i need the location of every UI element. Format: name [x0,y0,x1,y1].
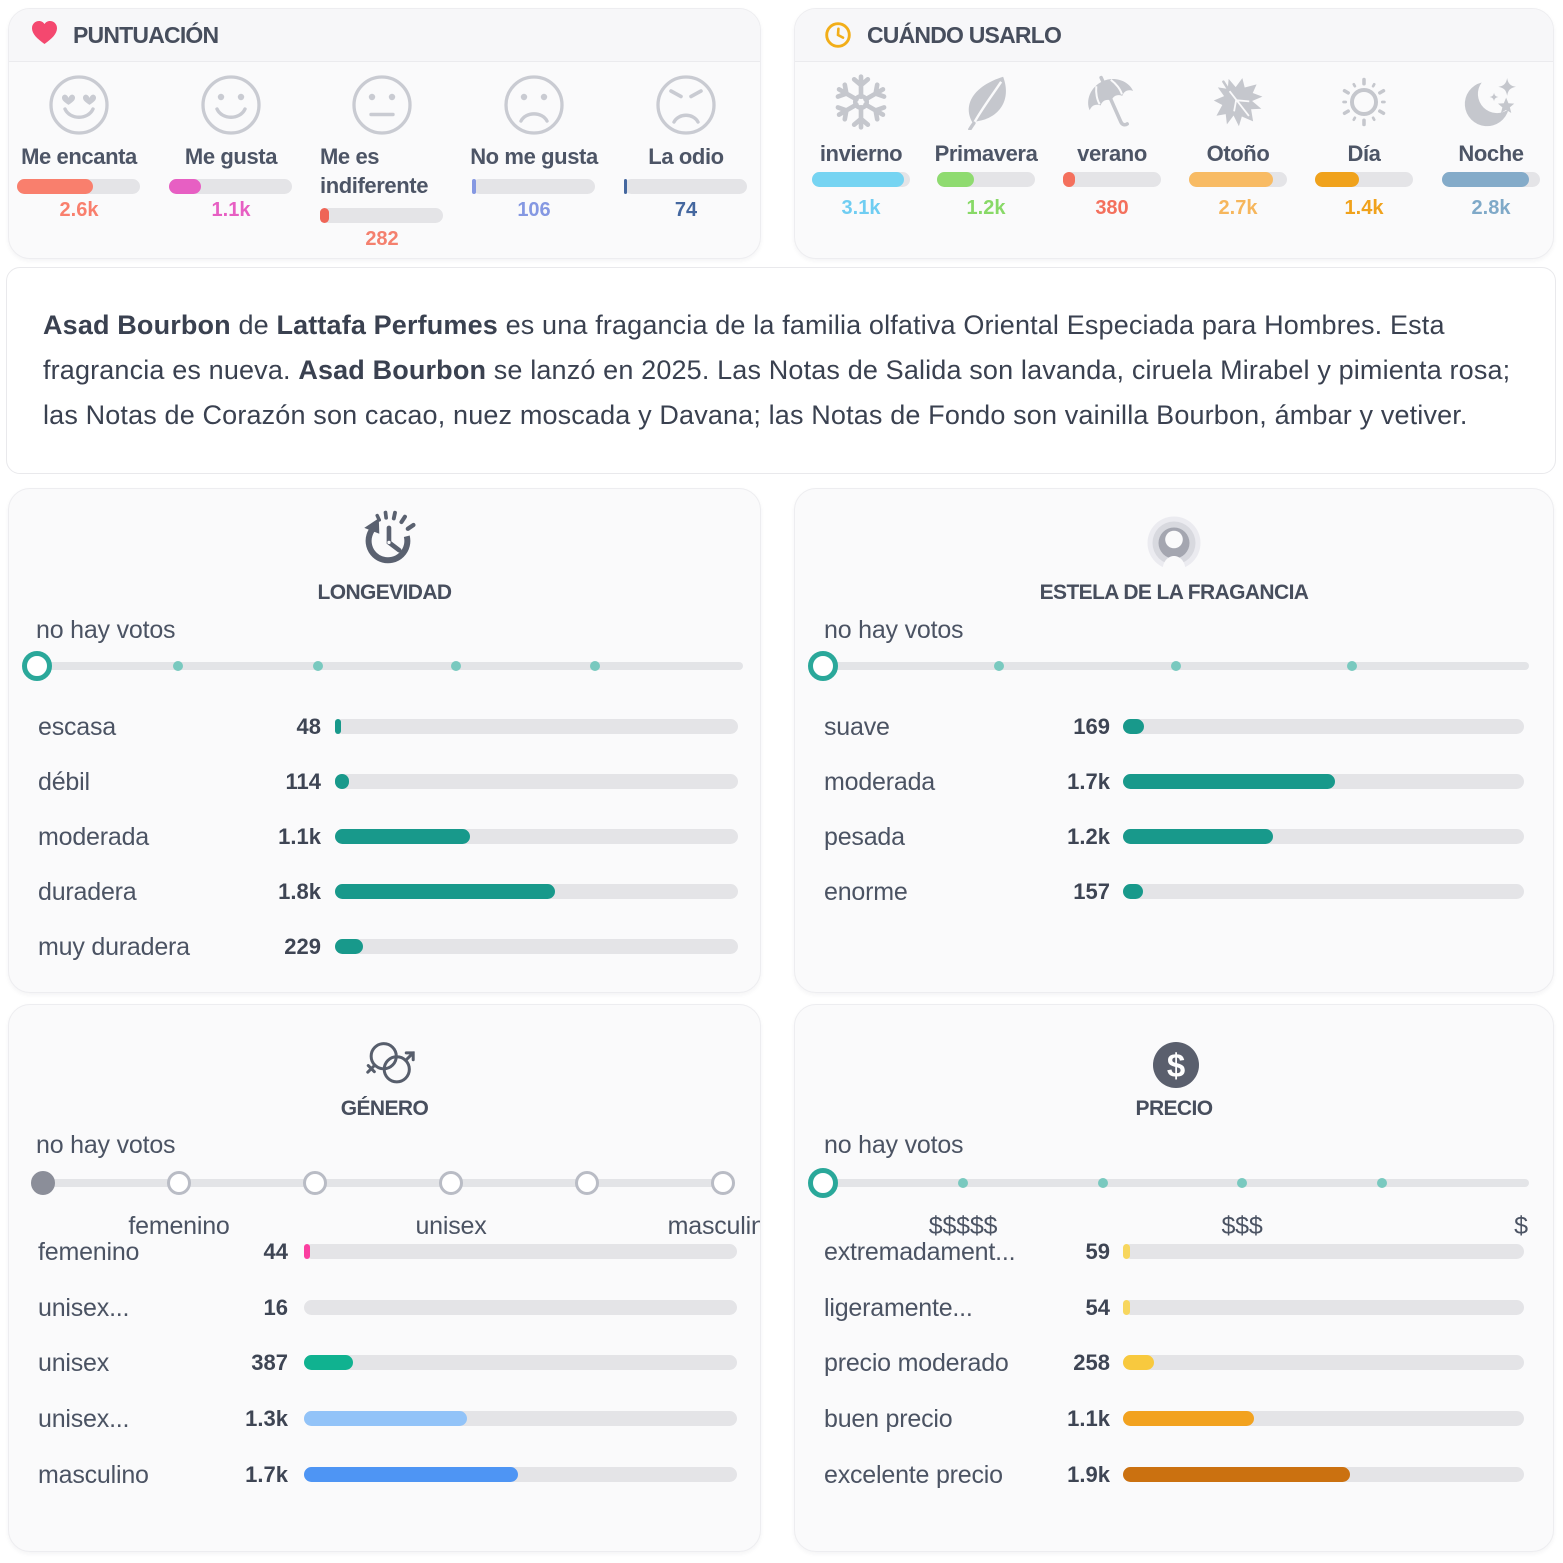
svg-text:$: $ [1167,1047,1185,1084]
